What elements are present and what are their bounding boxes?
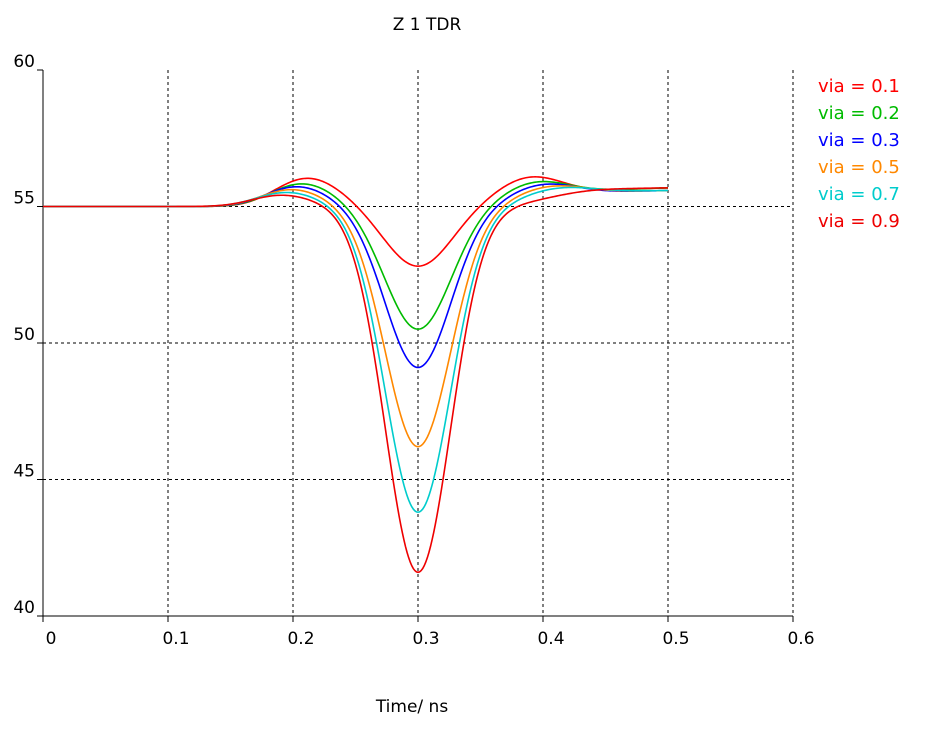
y-axis-ticks: 40 45 50 55 60 — [13, 52, 43, 618]
legend-entry-2: via = 0.2 — [818, 103, 900, 124]
y-tick-label: 50 — [13, 325, 35, 345]
y-tick-label: 40 — [13, 598, 35, 618]
series-line-6 — [43, 187, 669, 574]
legend: via = 0.1 via = 0.2 via = 0.3 via = 0.5 via … — [818, 76, 900, 232]
x-tick-label: 0.6 — [787, 629, 814, 649]
legend-entry-6: via = 0.9 — [818, 211, 900, 232]
x-tick-label: 0.1 — [162, 629, 189, 649]
legend-entry-5: via = 0.7 — [818, 184, 900, 205]
series-line-5 — [43, 186, 669, 514]
x-tick-label: 0.2 — [287, 629, 314, 649]
legend-entry-3: via = 0.3 — [818, 130, 900, 151]
x-tick-label: 0.4 — [537, 629, 564, 649]
y-tick-label: 55 — [13, 189, 35, 209]
x-axis-ticks: 0 0.1 0.2 0.3 0.4 0.5 0.6 — [42, 616, 815, 649]
x-tick-label: 0 — [46, 629, 57, 649]
legend-entry-4: via = 0.5 — [818, 157, 900, 178]
grid — [42, 70, 794, 617]
x-tick-label: 0.3 — [412, 629, 439, 649]
x-axis-label: Time/ ns — [375, 697, 449, 717]
x-tick-label: 0.5 — [662, 629, 689, 649]
series-line-3 — [43, 183, 669, 369]
plot-area — [43, 176, 669, 574]
y-tick-label: 45 — [13, 462, 35, 482]
legend-entry-1: via = 0.1 — [818, 76, 900, 97]
series-line-4 — [43, 185, 669, 448]
chart-title: Z 1 TDR — [393, 15, 462, 35]
y-tick-label: 60 — [13, 52, 35, 72]
